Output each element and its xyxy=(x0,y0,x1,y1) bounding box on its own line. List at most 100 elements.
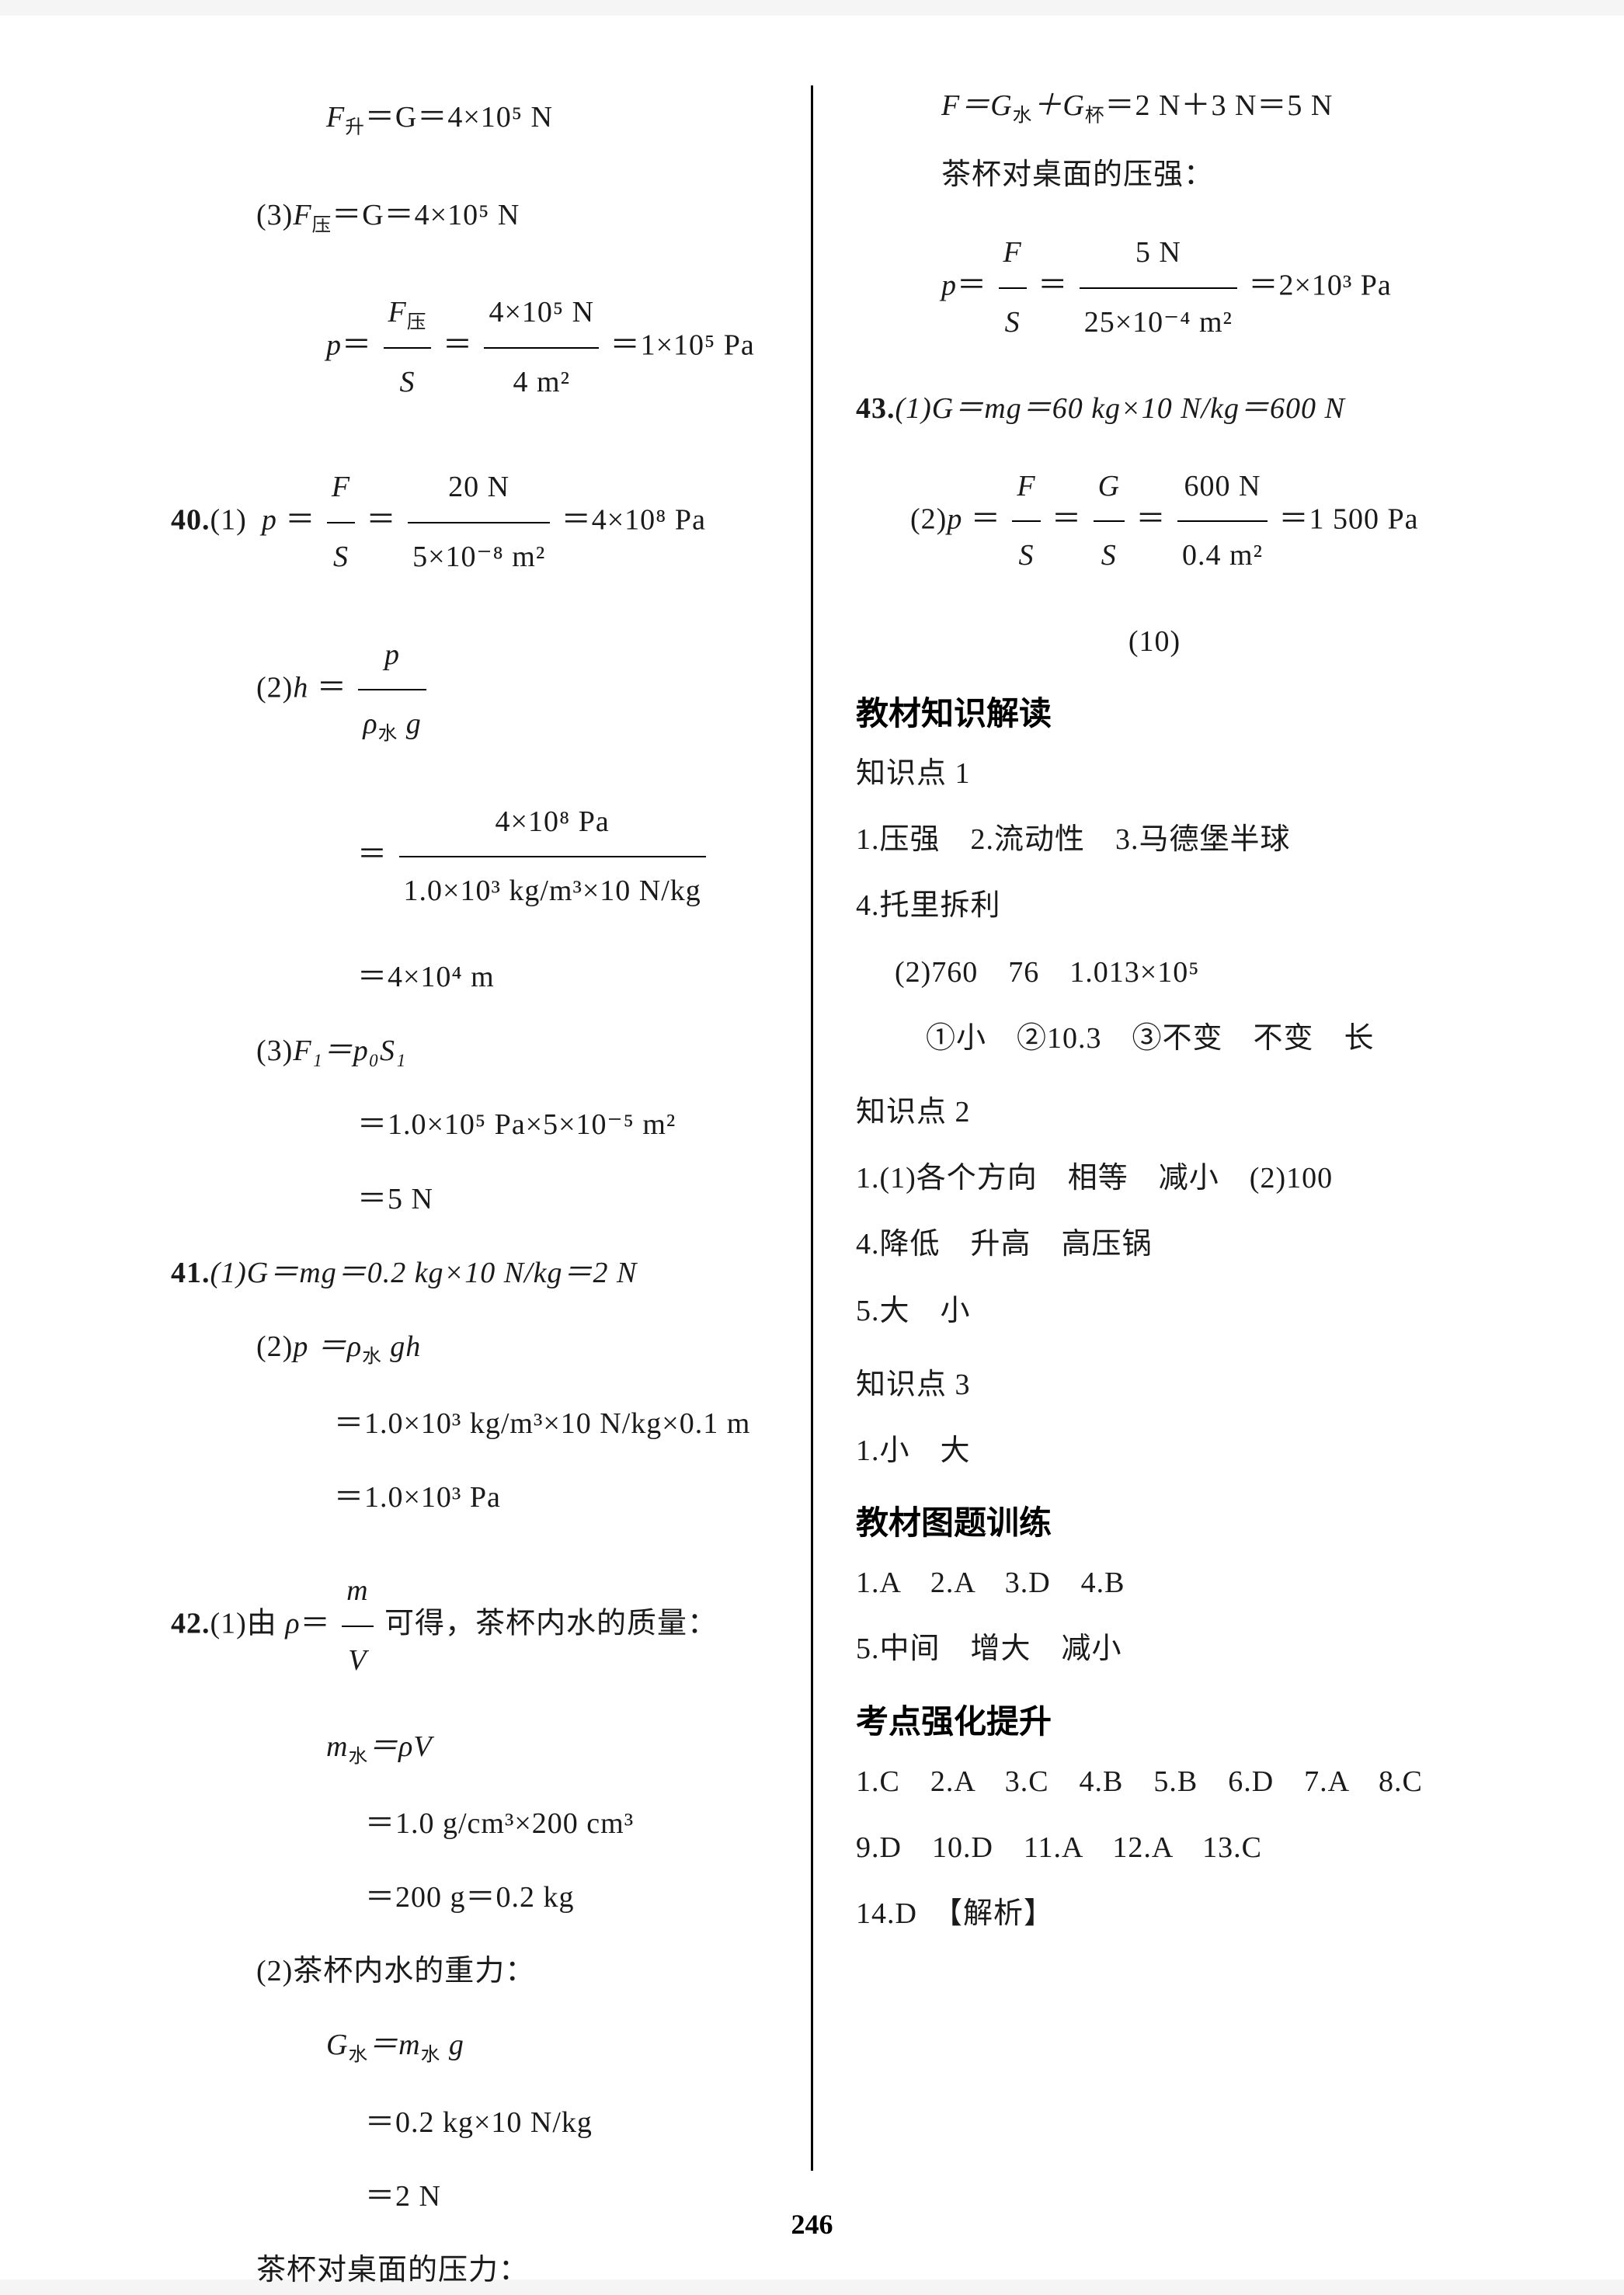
result-line: ＝200 g＝0.2 kg xyxy=(171,1877,768,1918)
fraction: 4×10⁸ Pa 1.0×10³ kg/m³×10 N/kg xyxy=(399,790,706,924)
eq-line: F升＝G＝4×10⁵ N xyxy=(171,85,768,151)
subheading: 知识点 3 xyxy=(856,1365,1453,1406)
post: 可得，茶杯内水的质量： xyxy=(384,1608,718,1640)
den: 5×10⁻⁸ m² xyxy=(408,523,550,590)
result-line: ＝5 N xyxy=(171,1179,768,1220)
num: 5 N xyxy=(1080,221,1237,289)
den: S xyxy=(384,349,432,416)
answer-line: 1.A 2.A 3.D 4.B xyxy=(856,1563,1453,1604)
sub: 压 xyxy=(407,312,427,333)
eq: ＋G xyxy=(1032,89,1084,122)
num: p xyxy=(358,623,426,691)
eq: (1)G＝mg＝60 kg×10 N/kg＝600 N xyxy=(895,392,1345,425)
answer-line: 4.托里拆利 xyxy=(856,885,1453,927)
sub: 水 xyxy=(421,2045,441,2066)
num: F xyxy=(999,221,1027,289)
answer-line: 5.中间 增大 减小 xyxy=(856,1629,1453,1670)
sub: (2) xyxy=(256,671,293,704)
sub: 水 xyxy=(348,2045,368,2066)
eq-line: m水＝ρV xyxy=(171,1726,768,1771)
eq: p ＝ρ xyxy=(293,1330,362,1363)
eq: ＝2 N＋3 N＝5 N xyxy=(1105,89,1334,122)
q-num: 42. xyxy=(171,1608,210,1640)
var: ρ xyxy=(285,1608,300,1640)
page-container: F升＝G＝4×10⁵ N (3)F压＝G＝4×10⁵ N p＝ F压 S ＝ 4… xyxy=(0,16,1624,2279)
num: 4×10⁵ N xyxy=(484,280,599,349)
eq: (1)G＝mg＝0.2 kg×10 N/kg＝2 N xyxy=(210,1257,638,1289)
eq-line: (2)h ＝ p ρ水 g xyxy=(171,623,768,757)
text-line: (2)茶杯内水的重力： xyxy=(171,1951,768,1992)
q-num: 43. xyxy=(856,392,895,425)
answer-line: 1.C 2.A 3.C 4.B 5.B 6.D 7.A 8.C xyxy=(856,1761,1453,1803)
fraction: m V xyxy=(342,1559,373,1693)
eq-line: (2)p ＝ρ水 gh xyxy=(171,1327,768,1371)
num: 600 N xyxy=(1177,454,1268,523)
den: S xyxy=(999,289,1027,356)
answer-line: 1.压强 2.流动性 3.马德堡半球 xyxy=(856,819,1453,861)
fraction: 600 N 0.4 m² xyxy=(1177,454,1268,589)
answer-line: 9.D 10.D 11.A 12.A 13.C xyxy=(856,1827,1453,1869)
num: 4×10⁸ Pa xyxy=(399,790,706,858)
answer-line: ①小 ②10.3 ③不变 不变 长 xyxy=(856,1018,1453,1059)
eq: F₁＝p₀S₁ xyxy=(293,1034,406,1067)
num: F xyxy=(1012,454,1040,523)
den: S xyxy=(1094,522,1125,589)
section-heading: 考点强化提升 xyxy=(856,1695,1453,1743)
den: 0.4 m² xyxy=(1177,522,1268,589)
num: G xyxy=(1094,454,1125,523)
var: p xyxy=(262,504,277,537)
den: ρ xyxy=(363,708,377,740)
eq-line: (2)p ＝ F S ＝ G S ＝ 600 N 0.4 m² ＝1 500 P… xyxy=(856,454,1453,589)
res: ＝1 500 Pa xyxy=(1278,502,1418,535)
res: ＝2×10³ Pa xyxy=(1248,269,1391,302)
num: F xyxy=(327,455,355,523)
two-column-layout: F升＝G＝4×10⁵ N (3)F压＝G＝4×10⁵ N p＝ F压 S ＝ 4… xyxy=(155,85,1469,2171)
ex: gh xyxy=(382,1330,422,1363)
subheading: 知识点 1 xyxy=(856,753,1453,795)
eq-line: p＝ F压 S ＝ 4×10⁵ N 4 m² ＝1×10⁵ Pa xyxy=(171,280,768,415)
fraction: F S xyxy=(999,221,1027,355)
sub: 水 xyxy=(348,1746,368,1767)
section-number: (10) xyxy=(856,621,1453,662)
sub: 压 xyxy=(312,214,332,235)
var: h xyxy=(293,671,308,704)
eq-line: F＝G水＋G杯＝2 N＋3 N＝5 N xyxy=(856,85,1453,130)
fraction: F S xyxy=(327,455,355,589)
var: m xyxy=(326,1730,348,1763)
sub: 升 xyxy=(345,117,365,138)
eq-line: ＝ 4×10⁸ Pa 1.0×10³ kg/m³×10 N/kg xyxy=(171,790,768,924)
eq-line: (3)F₁＝p₀S₁ xyxy=(171,1031,768,1072)
result-line: ＝1.0×10³ kg/m³×10 N/kg×0.1 m xyxy=(171,1403,768,1445)
var: F xyxy=(293,199,311,231)
q-num: 41. xyxy=(171,1257,210,1289)
eq-line: 40.(1)p ＝ F S ＝ 20 N 5×10⁻⁸ m² ＝4×10⁸ Pa xyxy=(171,455,768,589)
answer-line: 1.(1)各个方向 相等 减小 (2)100 xyxy=(856,1158,1453,1199)
den: S xyxy=(327,523,355,590)
text-line: 茶杯对桌面的压力： xyxy=(171,2250,768,2291)
result-line: ＝1.0×10⁵ Pa×5×10⁻⁵ m² xyxy=(171,1104,768,1146)
pre: (3) xyxy=(256,199,293,231)
result-line: ＝1.0 g/cm³×200 cm³ xyxy=(171,1803,768,1845)
var: p xyxy=(947,502,962,535)
num: F xyxy=(388,296,407,329)
eq: ＝m xyxy=(368,2029,420,2061)
eq-line: 41.(1)G＝mg＝0.2 kg×10 N/kg＝2 N xyxy=(171,1253,768,1294)
result-line: ＝1.0×10³ Pa xyxy=(171,1477,768,1518)
section-heading: 教材图题训练 xyxy=(856,1497,1453,1544)
section-heading: 教材知识解读 xyxy=(856,687,1453,735)
q-num: 40. xyxy=(171,504,210,537)
den: V xyxy=(342,1627,373,1694)
column-divider xyxy=(811,85,813,2171)
den: S xyxy=(1012,522,1040,589)
eq-line: (3)F压＝G＝4×10⁵ N xyxy=(171,183,768,249)
sub: 杯 xyxy=(1085,106,1105,127)
fraction: F压 S xyxy=(384,280,432,415)
answer-line: 4.降低 升高 高压锅 xyxy=(856,1224,1453,1265)
page-number: 246 xyxy=(0,2208,1624,2241)
ex: g xyxy=(440,2029,464,2061)
num: 20 N xyxy=(408,455,550,523)
sub: (2) xyxy=(910,502,947,535)
right-column: F＝G水＋G杯＝2 N＋3 N＝5 N 茶杯对桌面的压强： p＝ F S ＝ 5… xyxy=(817,85,1469,2171)
answer-line: 5.大 小 xyxy=(856,1291,1453,1332)
answer-line: 14.D 【解析】 xyxy=(856,1893,1453,1935)
